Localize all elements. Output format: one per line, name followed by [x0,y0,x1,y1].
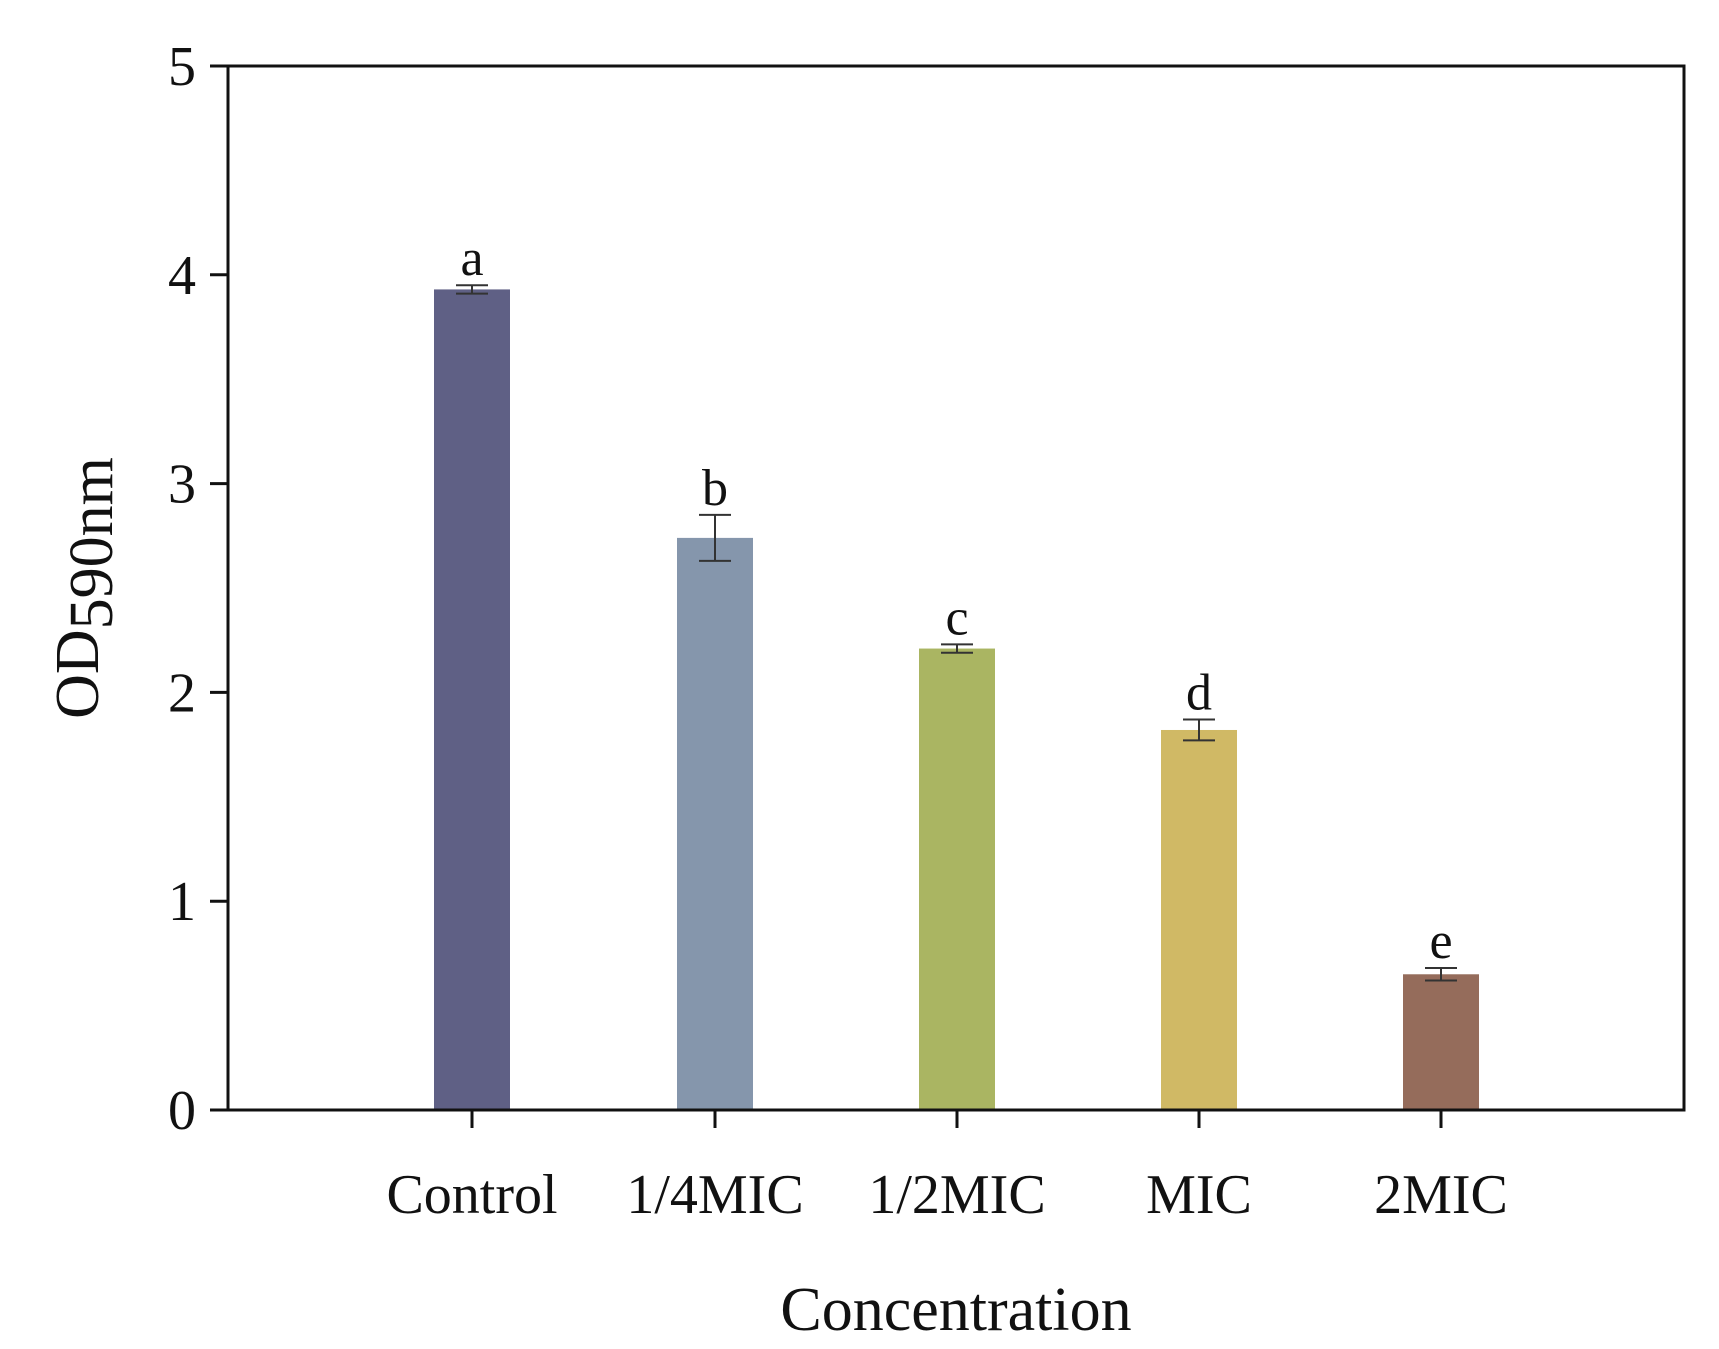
y-tick-label: 2 [168,662,196,724]
y-axis-title-main: OD [44,629,112,719]
y-axis-title-sub: 590nm [58,457,126,629]
y-tick-label: 3 [168,454,196,516]
significance-letter: e [1429,913,1452,970]
plot-frame [226,64,1686,1112]
y-tick-label: 1 [168,871,196,933]
bar [1403,974,1479,1110]
error-bars [456,284,1457,982]
y-axis-ticks: 0 1 2 3 4 5 [168,36,228,1142]
y-axis-title: OD590nm [44,457,126,719]
significance-letter: a [460,230,483,287]
significance-letter: d [1186,665,1212,722]
x-axis-ticks: Control 1/4MIC 1/2MIC MIC 2MIC [386,1110,1508,1226]
significance-letter: c [945,589,968,646]
x-tick-label: MIC [1146,1164,1252,1226]
y-tick-label: 5 [168,36,196,98]
bar [434,289,510,1110]
significance-letter: b [702,460,728,517]
x-tick-label: 2MIC [1374,1164,1508,1226]
x-tick-label: Control [386,1164,557,1226]
x-axis-title: Concentration [780,1276,1131,1344]
bar [677,537,753,1110]
significance-labels: a b c d e [460,230,1452,970]
y-tick-label: 4 [168,245,196,307]
bar [1161,729,1237,1110]
y-tick-label: 0 [168,1080,196,1142]
x-tick-label: 1/2MIC [868,1164,1045,1226]
x-tick-label: 1/4MIC [626,1164,803,1226]
bar [919,648,995,1110]
bars [434,289,1479,1110]
